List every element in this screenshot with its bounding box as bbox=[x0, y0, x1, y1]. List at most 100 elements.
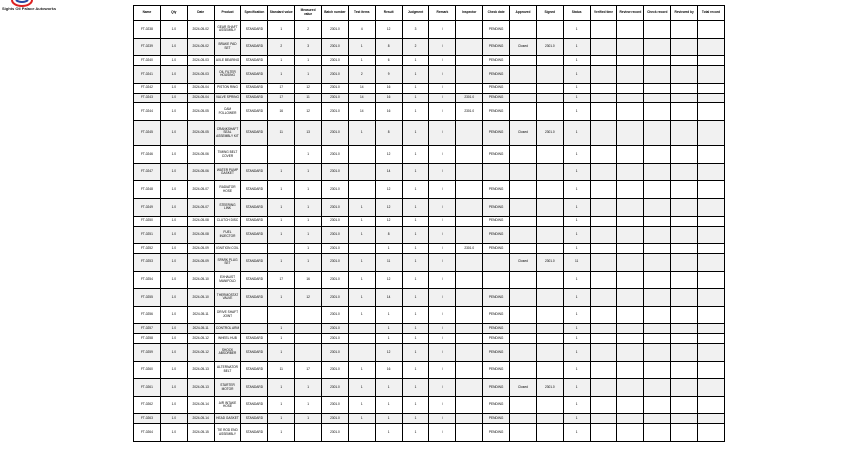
empty-cell bbox=[455, 225, 484, 245]
table-cell: 1 bbox=[267, 225, 296, 245]
empty-cell bbox=[535, 413, 564, 425]
empty-cell bbox=[509, 243, 537, 254]
empty-cell bbox=[616, 360, 645, 380]
table-cell: 11 bbox=[267, 360, 296, 380]
table-cell: 1 bbox=[562, 288, 591, 307]
empty-cell bbox=[509, 225, 537, 245]
table-row: FT-0245 1.0 2024-05-05 CRANKSHAFT SEAL ASSE… bbox=[133, 119, 725, 147]
table-cell: 1.0 bbox=[159, 225, 188, 245]
table-cell: 1.0 bbox=[159, 423, 188, 442]
table-cell: 1 bbox=[374, 323, 403, 335]
table-cell: 14 bbox=[374, 162, 403, 182]
table-cell: PENDING bbox=[482, 145, 511, 164]
table-cell: 2024-05-04 bbox=[186, 92, 215, 104]
table-cell: 2024-05-02 bbox=[186, 37, 215, 57]
table-cell: \ bbox=[428, 198, 457, 217]
empty-cell bbox=[670, 333, 699, 345]
table-cell: 13 bbox=[294, 119, 323, 147]
table-cell: BRAKE PAD SET bbox=[213, 37, 242, 57]
table-cell: 11 bbox=[294, 92, 323, 104]
empty-cell bbox=[616, 225, 645, 245]
table-cell: 2024-05-12 bbox=[186, 333, 215, 345]
table-cell: WHEEL HUB bbox=[213, 333, 242, 345]
empty-cell bbox=[455, 413, 484, 425]
table-cell: 2301.0 bbox=[321, 413, 349, 425]
caption: Sights Oil Palace Autoworks bbox=[2, 6, 57, 11]
empty-cell bbox=[670, 323, 699, 335]
empty-cell bbox=[589, 55, 618, 67]
table-cell: 1 bbox=[562, 378, 591, 397]
table-cell: \ bbox=[428, 343, 457, 362]
empty-cell bbox=[589, 20, 618, 39]
empty-cell bbox=[535, 145, 564, 164]
table-cell: FT-0241 bbox=[133, 65, 161, 84]
table-cell: PENDING bbox=[482, 20, 511, 39]
empty-cell bbox=[589, 82, 618, 94]
table-cell: 1.0 bbox=[159, 243, 188, 254]
empty-cell bbox=[509, 423, 537, 442]
table-cell: \ bbox=[428, 270, 457, 290]
table-cell: 12 bbox=[374, 198, 403, 217]
empty-cell bbox=[482, 270, 511, 290]
table-row: FT-0255 1.0 2024-05-10 THERMOSTAT VALVE STAN… bbox=[133, 288, 725, 307]
table-cell: \ bbox=[428, 119, 457, 147]
table-cell: PENDING bbox=[482, 102, 511, 121]
table-cell: STANDARD bbox=[240, 198, 269, 217]
table-cell: Closed bbox=[509, 119, 537, 147]
empty-cell bbox=[589, 37, 618, 57]
table-cell: \ bbox=[428, 288, 457, 307]
table-cell: 1 bbox=[562, 323, 591, 335]
empty-cell bbox=[616, 37, 645, 57]
empty-cell bbox=[616, 252, 645, 272]
empty-cell bbox=[589, 323, 618, 335]
empty-cell bbox=[697, 395, 725, 415]
table-cell: 1 bbox=[401, 360, 430, 380]
table-cell: 1 bbox=[562, 65, 591, 84]
table-cell: 1.0 bbox=[159, 252, 188, 272]
table-cell: 1 bbox=[562, 270, 591, 290]
table-cell: 1 bbox=[374, 333, 403, 345]
table-cell: STANDARD bbox=[240, 270, 269, 290]
table-cell: \ bbox=[428, 180, 457, 200]
table-cell: 2301.0 bbox=[321, 102, 349, 121]
table-cell: 12 bbox=[374, 20, 403, 39]
table-cell: 1 bbox=[562, 305, 591, 325]
empty-cell bbox=[455, 270, 484, 290]
table-cell: ALTERNATOR BELT bbox=[213, 360, 242, 380]
table-cell: 2024-05-03 bbox=[186, 65, 215, 84]
table-cell: 12 bbox=[294, 82, 323, 94]
column-header: Signed bbox=[535, 5, 564, 21]
table-cell: 1 bbox=[374, 305, 403, 325]
empty-cell bbox=[697, 288, 725, 307]
table-cell: 2301.0 bbox=[321, 360, 349, 380]
table-cell: SPARK PLUG SET bbox=[213, 252, 242, 272]
empty-cell bbox=[589, 343, 618, 362]
table-cell: 1 bbox=[294, 395, 323, 415]
table-cell: 2024-05-05 bbox=[186, 102, 215, 121]
table-cell: 1 bbox=[401, 333, 430, 345]
table-cell: 1 bbox=[562, 215, 591, 227]
empty-cell bbox=[670, 360, 699, 380]
table-row: FT-0254 1.0 2024-05-10 EXHAUST MANIFOLD STAN… bbox=[133, 270, 725, 290]
empty-cell bbox=[616, 198, 645, 217]
table-cell: FT-0253 bbox=[133, 252, 161, 272]
table-cell: 1 bbox=[347, 55, 376, 67]
empty-cell bbox=[509, 305, 537, 325]
table-cell: 2024-05-14 bbox=[186, 413, 215, 425]
table-cell: CLUTCH DISC bbox=[213, 215, 242, 227]
table-cell: \ bbox=[428, 102, 457, 121]
empty-cell bbox=[616, 55, 645, 67]
empty-cell bbox=[509, 55, 537, 67]
empty-cell bbox=[616, 288, 645, 307]
table-cell: 17 bbox=[267, 82, 296, 94]
table-cell: CONTROL ARM bbox=[213, 323, 242, 335]
empty-cell bbox=[589, 333, 618, 345]
logo bbox=[11, 0, 33, 7]
table-cell: 1.0 bbox=[159, 215, 188, 227]
empty-cell bbox=[697, 225, 725, 245]
table-cell: 1.0 bbox=[159, 288, 188, 307]
empty-cell bbox=[589, 413, 618, 425]
table-cell: STANDARD bbox=[240, 65, 269, 84]
table-cell: STANDARD bbox=[240, 119, 269, 147]
table-cell: 1 bbox=[267, 198, 296, 217]
